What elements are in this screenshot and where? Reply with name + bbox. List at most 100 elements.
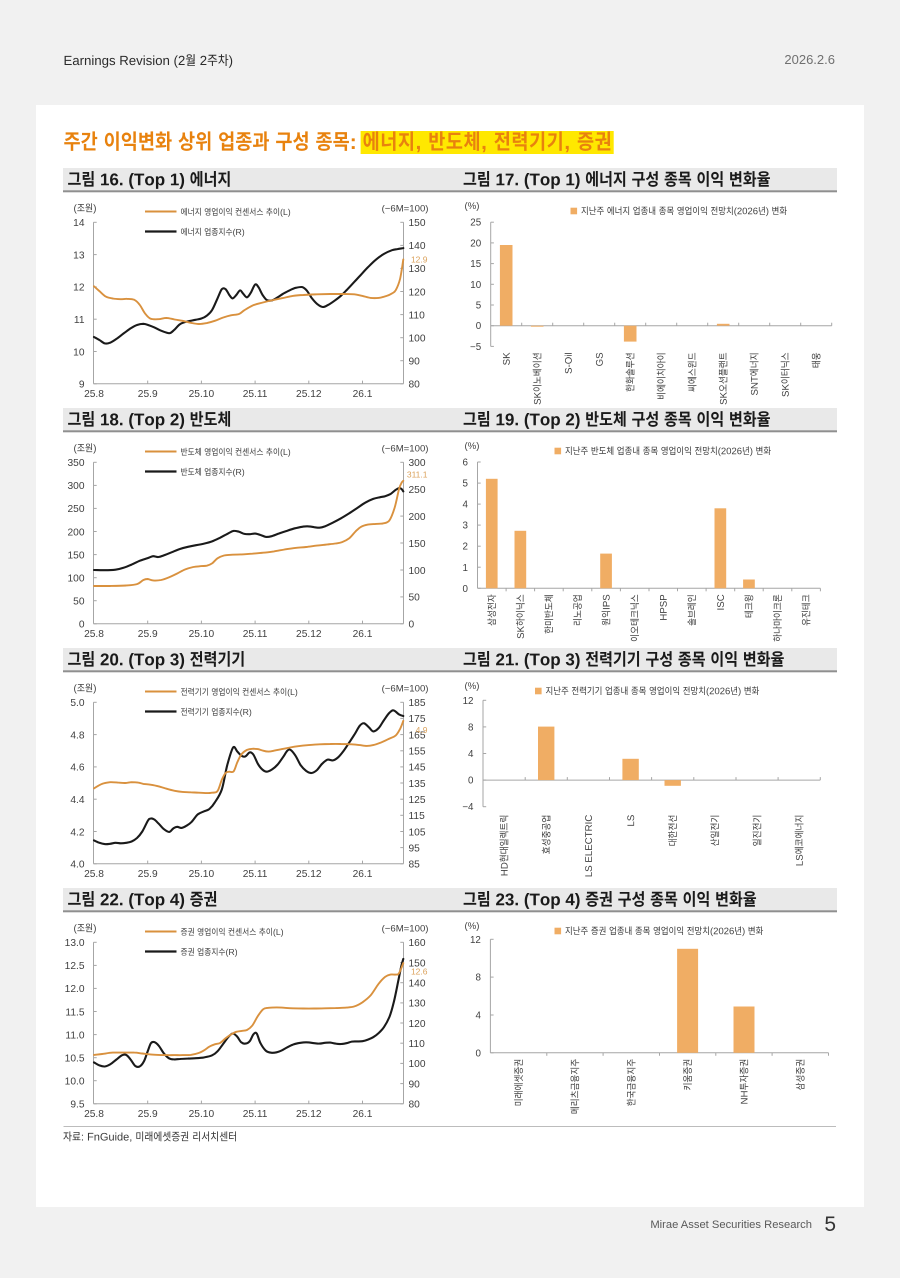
svg-text:25.11: 25.11 — [243, 869, 268, 880]
svg-text:150: 150 — [409, 958, 426, 969]
svg-text:311.1: 311.1 — [407, 470, 428, 480]
svg-text:145: 145 — [409, 763, 426, 774]
svg-text:26.1: 26.1 — [353, 869, 373, 880]
svg-text:20: 20 — [470, 238, 481, 249]
svg-text:10: 10 — [73, 347, 85, 358]
svg-text:100: 100 — [409, 1059, 426, 1070]
svg-text:10.5: 10.5 — [65, 1054, 85, 1065]
svg-text:160: 160 — [409, 938, 426, 949]
svg-text:12.6: 12.6 — [411, 966, 428, 976]
svg-text:4.4: 4.4 — [70, 795, 84, 806]
svg-text:150: 150 — [68, 550, 85, 561]
svg-text:350: 350 — [68, 458, 85, 469]
svg-text:165: 165 — [409, 730, 426, 741]
svg-text:95: 95 — [409, 843, 421, 854]
svg-text:Mirae Asset Securities Researc: Mirae Asset Securities Research — [650, 1219, 812, 1231]
svg-text:85: 85 — [409, 860, 421, 871]
svg-text:14: 14 — [73, 218, 85, 229]
svg-text:25.9: 25.9 — [138, 869, 158, 880]
svg-text:80: 80 — [409, 380, 421, 391]
svg-text:25.11: 25.11 — [243, 1109, 268, 1120]
svg-text:185: 185 — [409, 698, 426, 709]
svg-text:25.10: 25.10 — [189, 629, 215, 640]
svg-text:130: 130 — [409, 999, 426, 1010]
svg-text:25.11: 25.11 — [243, 629, 268, 640]
svg-text:100: 100 — [409, 334, 426, 345]
svg-text:25.10: 25.10 — [189, 869, 215, 880]
svg-text:25.12: 25.12 — [296, 869, 322, 880]
svg-text:4: 4 — [463, 500, 469, 511]
svg-text:100: 100 — [409, 566, 426, 577]
svg-text:2026.2.6: 2026.2.6 — [784, 52, 835, 67]
svg-text:(−6M=100): (−6M=100) — [382, 204, 429, 215]
svg-text:11.0: 11.0 — [65, 1030, 84, 1041]
svg-text:25.10: 25.10 — [189, 389, 215, 400]
svg-text:25.12: 25.12 — [296, 389, 322, 400]
svg-text:25.9: 25.9 — [138, 629, 158, 640]
svg-text:140: 140 — [409, 979, 426, 990]
svg-text:90: 90 — [409, 1079, 421, 1090]
svg-text:25.8: 25.8 — [84, 629, 104, 640]
svg-text:110: 110 — [409, 1039, 426, 1050]
svg-text:12: 12 — [73, 283, 85, 294]
svg-text:4.6: 4.6 — [70, 763, 84, 774]
svg-text:4.8: 4.8 — [70, 730, 84, 741]
svg-text:120: 120 — [409, 287, 426, 298]
svg-text:250: 250 — [68, 504, 85, 515]
svg-text:200: 200 — [68, 527, 85, 538]
svg-text:4: 4 — [468, 749, 474, 760]
svg-text:9: 9 — [79, 380, 85, 391]
svg-text:0: 0 — [476, 321, 482, 332]
svg-text:11.5: 11.5 — [65, 1007, 84, 1018]
svg-text:10.0: 10.0 — [65, 1077, 85, 1088]
svg-text:120: 120 — [409, 1019, 426, 1030]
svg-text:(−6M=100): (−6M=100) — [382, 444, 429, 455]
svg-text:300: 300 — [409, 458, 426, 469]
svg-text:25.11: 25.11 — [243, 389, 268, 400]
svg-text:−5: −5 — [470, 342, 482, 353]
svg-text:8: 8 — [468, 722, 474, 733]
svg-text:2: 2 — [463, 542, 468, 553]
svg-text:25.9: 25.9 — [138, 1109, 158, 1120]
svg-text:3: 3 — [463, 521, 469, 532]
svg-text:26.1: 26.1 — [353, 1109, 373, 1120]
svg-text:25.10: 25.10 — [189, 1109, 215, 1120]
svg-text:105: 105 — [409, 827, 426, 838]
svg-text:4.0: 4.0 — [70, 860, 84, 871]
svg-text:12: 12 — [470, 935, 481, 946]
svg-text:0: 0 — [475, 1048, 481, 1059]
svg-text:10: 10 — [470, 280, 481, 291]
svg-text:150: 150 — [409, 218, 426, 229]
svg-text:12: 12 — [463, 696, 474, 707]
svg-text:150: 150 — [409, 539, 426, 550]
svg-text:12.9: 12.9 — [411, 254, 428, 264]
svg-text:90: 90 — [409, 357, 421, 368]
svg-text:0: 0 — [463, 584, 469, 595]
svg-text:25.8: 25.8 — [84, 1109, 104, 1120]
svg-text:200: 200 — [409, 512, 426, 523]
svg-text:135: 135 — [409, 779, 426, 790]
svg-text:5: 5 — [476, 301, 482, 312]
svg-text:25.12: 25.12 — [296, 1109, 322, 1120]
svg-text:100: 100 — [68, 574, 85, 585]
svg-text:5: 5 — [824, 1213, 836, 1236]
svg-text:13.0: 13.0 — [65, 938, 85, 949]
svg-text:4.2: 4.2 — [70, 827, 84, 838]
svg-text:25.9: 25.9 — [138, 389, 158, 400]
svg-text:26.1: 26.1 — [353, 629, 373, 640]
svg-text:11: 11 — [74, 315, 85, 326]
svg-text:25: 25 — [470, 218, 481, 229]
svg-text:115: 115 — [409, 811, 426, 822]
svg-text:300: 300 — [68, 481, 85, 492]
svg-text:140: 140 — [409, 241, 426, 252]
svg-text:0: 0 — [468, 776, 474, 787]
svg-text:9.5: 9.5 — [70, 1100, 84, 1111]
svg-text:12.5: 12.5 — [65, 961, 85, 972]
svg-text:130: 130 — [409, 264, 426, 275]
svg-text:25.8: 25.8 — [84, 389, 104, 400]
svg-text:50: 50 — [409, 593, 421, 604]
svg-text:4: 4 — [475, 1011, 481, 1022]
svg-text:175: 175 — [409, 714, 426, 725]
svg-text:13: 13 — [73, 250, 85, 261]
svg-text:5: 5 — [463, 479, 469, 490]
